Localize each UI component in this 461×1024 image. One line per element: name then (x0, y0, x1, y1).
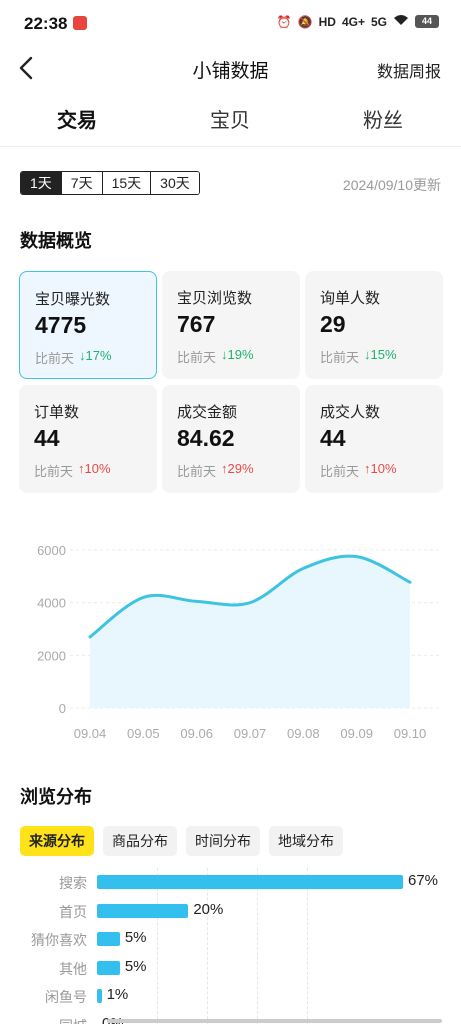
metric-compare-label: 比前天 (320, 350, 360, 365)
x-tick-label: 09.06 (180, 726, 213, 741)
metric-card-exposure[interactable]: 宝贝曝光数 4775 比前天 ↓17% (19, 271, 157, 379)
status-icons: ⏰ 🔕 HD 4G+ 5G 44 (277, 14, 439, 29)
metric-card-orders[interactable]: 订单数 44 比前天 ↑10% (19, 385, 157, 493)
bar-value-label: 20% (193, 900, 224, 918)
bar-label: 搜索 (59, 875, 87, 891)
distribution-tabs: 来源分布 商品分布 时间分布 地域分布 (20, 826, 343, 856)
metric-card-inquiries[interactable]: 询单人数 29 比前天 ↓15% (305, 271, 443, 379)
metric-label: 成交金额 (177, 404, 238, 421)
metric-compare-label: 比前天 (34, 464, 74, 479)
x-tick-label: 09.04 (74, 726, 107, 741)
trend-area (90, 556, 410, 708)
mute-icon: 🔕 (297, 14, 313, 29)
metric-value: 767 (177, 311, 216, 337)
bar-label: 同城 (59, 1016, 87, 1024)
y-tick-label: 0 (59, 701, 66, 716)
bar (97, 875, 403, 889)
status-time: 22:38 (24, 14, 68, 33)
grid-line (157, 868, 158, 1024)
x-tick-label: 09.10 (394, 726, 427, 741)
metric-card-gmv[interactable]: 成交金额 84.62 比前天 ↑29% (162, 385, 300, 493)
grid-line (307, 868, 308, 1024)
bar-label: 其他 (59, 960, 87, 977)
y-tick-label: 6000 (37, 543, 66, 558)
grid-line (257, 868, 258, 1024)
status-bar: 22:38 ⏰ 🔕 HD 4G+ 5G 44 (0, 0, 461, 48)
bar-value-label: 67% (408, 872, 439, 889)
metric-label: 询单人数 (320, 290, 381, 307)
bar (97, 989, 102, 1003)
alarm-icon: ⏰ (276, 14, 292, 29)
bar-value-label: 5% (124, 929, 147, 946)
update-time: 2024/09/10更新 (342, 177, 441, 193)
chevron-left-icon (19, 56, 33, 80)
bar-value-label: 5% (124, 957, 147, 975)
metric-card-buyers[interactable]: 成交人数 44 比前天 ↑10% (305, 385, 443, 493)
hd-icon: HD (318, 14, 336, 29)
metric-value: 84.62 (177, 425, 235, 451)
main-tabs: 交易 宝贝 粉丝 (0, 92, 461, 146)
x-tick-label: 09.05 (127, 726, 160, 741)
metric-value: 4775 (35, 312, 87, 338)
overview-title: 数据概览 (20, 231, 92, 251)
metric-value: 29 (320, 311, 346, 337)
weekly-report-link[interactable]: 数据周报 (376, 64, 441, 81)
back-button[interactable] (14, 54, 42, 82)
metric-value: 44 (34, 425, 60, 451)
x-tick-label: 09.07 (234, 726, 267, 741)
range-1-day[interactable]: 1天 (21, 172, 61, 194)
dist-tab-region[interactable]: 地域分布 (269, 826, 343, 856)
range-7-days[interactable]: 7天 (60, 172, 102, 194)
metric-label: 订单数 (34, 404, 80, 421)
metric-change: ↑10% (78, 461, 111, 476)
trend-chart-svg: 0 2000 4000 6000 09.04 09.05 09.06 09.07 09.08 09… (37, 543, 440, 741)
x-tick-label: 09.09 (340, 726, 373, 741)
bar (97, 932, 120, 946)
metric-change: ↑29% (221, 461, 254, 476)
y-tick-label: 4000 (37, 596, 66, 611)
range-30-days[interactable]: 30天 (150, 172, 199, 194)
metric-change: ↑10% (364, 461, 397, 476)
grid-line (207, 868, 208, 1024)
app-notification-icon (73, 16, 87, 30)
metric-compare-label: 比前天 (35, 351, 75, 366)
dist-tab-product[interactable]: 商品分布 (103, 826, 177, 856)
y-tick-label: 2000 (37, 648, 66, 663)
date-range-selector: 1天 7天 15天 30天 (20, 171, 200, 195)
dist-tab-time[interactable]: 时间分布 (186, 826, 260, 856)
bar-label: 闲鱼号 (45, 989, 87, 1005)
bar-value-label: 1% (106, 986, 129, 1003)
bar (97, 903, 189, 918)
bar-label: 猜你喜欢 (31, 932, 87, 948)
metric-compare-label: 比前天 (320, 464, 360, 479)
wifi-icon (393, 14, 409, 29)
metric-change: ↓19% (221, 347, 254, 362)
tab-fans[interactable]: 粉丝 (363, 110, 403, 132)
metric-change: ↓17% (79, 348, 112, 363)
metric-label: 成交人数 (320, 404, 381, 421)
battery-icon: 44 (415, 15, 439, 28)
dist-tab-source[interactable]: 来源分布 (20, 826, 94, 856)
range-15-days[interactable]: 15天 (101, 172, 151, 194)
tab-items[interactable]: 宝贝 (210, 110, 250, 132)
metric-compare-label: 比前天 (177, 350, 217, 365)
network-5g-label: 5G (370, 14, 387, 29)
divider (0, 146, 461, 147)
metric-value: 44 (320, 425, 346, 451)
metric-compare-label: 比前天 (177, 464, 217, 479)
metric-label: 宝贝浏览数 (177, 290, 253, 307)
nav-bar: 小铺数据 数据周报 (0, 48, 461, 88)
metric-card-views[interactable]: 宝贝浏览数 767 比前天 ↓19% (162, 271, 300, 379)
network-4g-label: 4G+ (341, 14, 365, 29)
trend-chart: 0 2000 4000 6000 09.04 09.05 09.06 09.07 09.08 09… (0, 535, 461, 750)
bar-label: 首页 (59, 903, 87, 920)
scroll-indicator (107, 1019, 442, 1023)
bar (97, 960, 120, 975)
distribution-title: 浏览分布 (20, 787, 92, 807)
metric-change: ↓15% (364, 347, 397, 362)
x-tick-label: 09.08 (287, 726, 320, 741)
tab-trade[interactable]: 交易 (57, 110, 97, 132)
metric-label: 宝贝曝光数 (35, 291, 111, 308)
